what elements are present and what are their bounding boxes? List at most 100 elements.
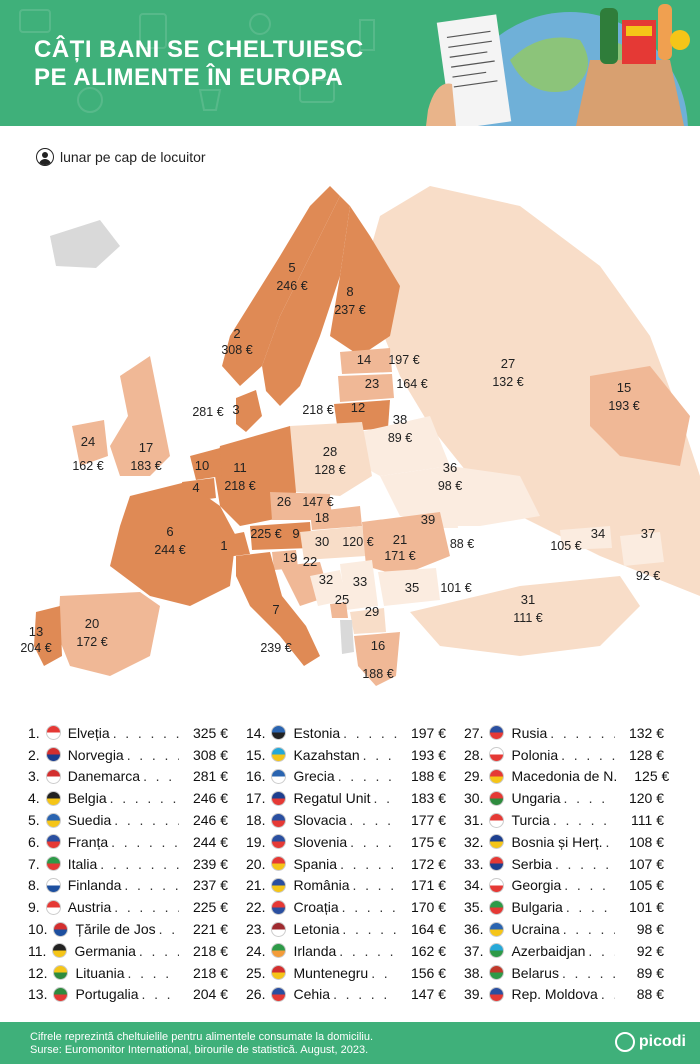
ranking-position: 19.	[246, 833, 266, 850]
map-label-number: 38	[393, 412, 407, 427]
spending-value: 225 €	[192, 899, 228, 916]
country-name: Belarus	[511, 964, 559, 981]
flag-icon	[271, 812, 287, 828]
flag-icon	[271, 965, 287, 981]
dot-leader: . . . . . . . . . . . . . . . .	[126, 746, 179, 763]
map-label-number: 7	[272, 602, 279, 617]
ranking-row: 23. Letonia. . . . . . . . . . . . . . . …	[246, 918, 464, 940]
country-name: Turcia	[511, 812, 550, 829]
dot-leader: . . . . . . . . . . . . . . . .	[605, 833, 615, 850]
spending-value: 88 €	[636, 986, 664, 1003]
dot-leader: . . . . . . . . . . . . . . . .	[371, 964, 397, 981]
spending-value: 98 €	[636, 921, 664, 938]
spending-value: 89 €	[636, 964, 664, 981]
legend-per-capita: lunar pe cap de locuitor	[36, 148, 206, 166]
flag-icon	[271, 877, 287, 893]
map-label-number: 14	[357, 352, 371, 367]
dot-leader: . . . . . . . . . . . . . . . .	[109, 790, 179, 807]
ranking-row: 20. Spania. . . . . . . . . . . . . . . .…	[246, 853, 464, 875]
spending-value: 162 €	[410, 942, 446, 959]
region-portugal	[34, 606, 62, 666]
ranking-row: 29.Macedonia de N.. . . . . . . . . . . …	[464, 766, 682, 788]
map-label-number: 27	[501, 356, 515, 371]
flag-icon	[489, 725, 505, 741]
region-serbia	[340, 560, 378, 610]
flag-icon	[45, 768, 61, 784]
spending-value: 218 €	[192, 964, 228, 981]
dot-leader: . . . . . . . . . . . . . . . .	[552, 812, 615, 829]
region-latvia	[338, 374, 394, 402]
country-name: Croația	[293, 899, 339, 916]
map-label-value: 132 €	[492, 375, 523, 389]
map-label-number: 17	[139, 440, 153, 455]
dot-leader: . . . . . . . . . . . . . . . .	[562, 921, 615, 938]
map-label-number: 32	[319, 572, 333, 587]
dot-leader: . . . . . . . . . . . . . . . .	[349, 812, 397, 829]
map-label-value: 171 €	[384, 549, 415, 563]
spending-value: 164 €	[410, 921, 446, 938]
country-name: Germania	[74, 942, 136, 959]
flag-icon	[489, 921, 505, 937]
map-label-number: 26	[277, 494, 291, 509]
ranking-position: 11.	[28, 942, 47, 959]
ranking-column-1: 1.Elveția. . . . . . . . . . . . . . . .…	[28, 722, 246, 1005]
ranking-table: 1.Elveția. . . . . . . . . . . . . . . .…	[28, 722, 678, 1005]
ranking-row: 35. Bulgaria. . . . . . . . . . . . . . .…	[464, 896, 682, 918]
spending-value: 147 €	[410, 986, 446, 1003]
dot-leader: . . . . . . . . . . . . . . . .	[112, 724, 179, 741]
ranking-row: 13. Portugalia. . . . . . . . . . . . . .…	[28, 984, 246, 1006]
ranking-position: 14.	[246, 724, 266, 741]
country-name: Polonia	[511, 746, 559, 763]
map-label-value: 89 €	[388, 431, 412, 445]
header-banner: CÂȚI BANI SE CHELTUIESC PE ALIMENTE ÎN E…	[0, 0, 700, 126]
grocery-illustration	[426, 4, 690, 126]
spending-value: 237 €	[192, 877, 228, 894]
ranking-row: 22. Croația. . . . . . . . . . . . . . . …	[246, 896, 464, 918]
spending-value: 325 €	[192, 724, 228, 741]
country-name: Finlanda	[67, 877, 122, 894]
ranking-row: 39. Rep. Moldova. . . . . . . . . . . . .…	[464, 984, 682, 1006]
country-name: Ungaria	[511, 790, 561, 807]
spending-value: 183 €	[410, 790, 446, 807]
region-montenegro	[330, 602, 348, 618]
flag-icon	[271, 768, 287, 784]
region-ireland	[72, 420, 108, 466]
map-label-value: 218 €	[224, 479, 255, 493]
flag-icon	[45, 877, 61, 893]
country-name: Irlanda	[293, 942, 337, 959]
country-name: Danemarca	[67, 768, 141, 785]
ranking-column-3: 27.Rusia. . . . . . . . . . . . . . . .1…	[464, 722, 682, 1005]
flag-icon	[271, 921, 287, 937]
ranking-position: 31.	[464, 812, 484, 829]
region-turkey	[410, 576, 640, 656]
map-label-value: 225 €	[250, 527, 281, 541]
ranking-row: 37. Azerbaidjan. . . . . . . . . . . . . …	[464, 940, 682, 962]
ranking-row: 18. Slovacia. . . . . . . . . . . . . . .…	[246, 809, 464, 831]
country-name: Estonia	[293, 724, 341, 741]
country-name: România	[293, 877, 350, 894]
ranking-position: 18.	[246, 812, 266, 829]
map-label-number: 9	[292, 526, 299, 541]
country-name: Spania	[293, 855, 338, 872]
dot-leader: . . . . . . . . . . . . . . . .	[337, 768, 397, 785]
dot-leader: . . . . . . . . . . . . . . . .	[340, 855, 397, 872]
map-label-number: 28	[323, 444, 337, 459]
spending-value: 105 €	[628, 877, 664, 894]
country-name: Belgia	[67, 790, 107, 807]
region-greece	[354, 632, 400, 686]
country-name: Italia	[67, 855, 98, 872]
map-label-value: 239 €	[260, 641, 291, 655]
map-label-number: 11	[233, 460, 247, 475]
ranking-row: 36. Ucraina. . . . . . . . . . . . . . . …	[464, 918, 682, 940]
region-estonia	[340, 348, 392, 374]
flag-icon	[45, 747, 61, 763]
map-label-number: 22	[303, 554, 317, 569]
dot-leader: . . . . . . . . . . . . . . . .	[127, 964, 179, 981]
ranking-position: 29.	[464, 768, 484, 785]
spending-value: 172 €	[410, 855, 446, 872]
flag-icon	[53, 986, 69, 1002]
spending-value: 107 €	[628, 855, 664, 872]
ranking-position: 13.	[28, 986, 48, 1003]
country-name: Muntenegru	[293, 964, 369, 981]
